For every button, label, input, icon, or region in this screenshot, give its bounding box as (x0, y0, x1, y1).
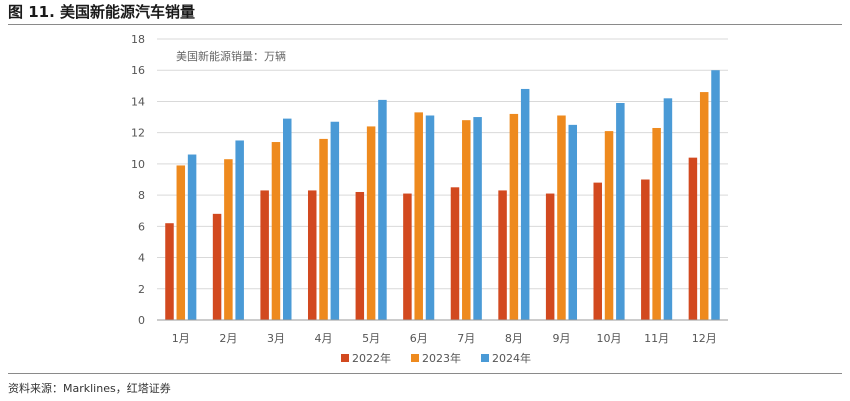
bar-2024年-10月 (616, 103, 625, 320)
bar-2023年-4月 (319, 138, 328, 320)
y-tick-label: 8 (138, 189, 145, 202)
title-divider (8, 24, 842, 25)
source-note: 资料来源：Marklines，红塔证券 (8, 382, 171, 395)
bar-2024年-4月 (330, 121, 340, 320)
bar-2022年-5月 (355, 191, 365, 320)
x-tick-label: 4月 (315, 332, 333, 345)
footer-divider (8, 373, 842, 374)
x-tick-label: 7月 (457, 332, 475, 345)
bar-2022年-8月 (498, 190, 507, 320)
figure-title: 图 11. 美国新能源汽车销量 (8, 3, 196, 21)
bar-2022年-2月 (212, 213, 222, 320)
x-tick-label: 8月 (505, 332, 523, 345)
y-tick-label: 10 (131, 158, 145, 171)
bar-2022年-9月 (545, 193, 555, 320)
x-axis-ticks: 1月 2月 3月 4月 5月 6月 7月 8月 9月 10月 11月 12月 (172, 332, 717, 345)
bar-2023年-10月 (604, 131, 614, 320)
bar-2022年-11月 (641, 179, 650, 320)
y-tick-label: 6 (138, 220, 145, 233)
bar-2024年-7月 (473, 117, 482, 320)
bar-2024年-5月 (378, 99, 387, 320)
y-tick-label: 16 (131, 64, 145, 77)
bar-2022年-1月 (165, 223, 174, 320)
x-tick-label: 1月 (172, 332, 190, 345)
bar-2024年-8月 (520, 88, 530, 320)
y-axis-ticks: 0 2 4 6 8 10 12 14 16 18 (131, 33, 145, 327)
legend-label: 2023年 (422, 351, 461, 365)
bar-2024年-6月 (425, 115, 435, 320)
x-tick-label: 2月 (219, 332, 237, 345)
x-tick-label: 12月 (692, 332, 717, 345)
bar-2023年-1月 (176, 165, 186, 320)
bar-2024年-2月 (235, 140, 244, 320)
y-tick-label: 18 (131, 33, 145, 46)
y-tick-label: 4 (138, 252, 145, 265)
x-tick-label: 3月 (267, 332, 285, 345)
bar-2023年-3月 (271, 142, 281, 320)
x-tick-label: 11月 (644, 332, 669, 345)
legend-swatch-2024年 (481, 354, 489, 362)
bar-2023年-5月 (366, 126, 376, 320)
bar-2024年-12月 (711, 70, 720, 320)
bar-2022年-12月 (688, 157, 698, 320)
x-tick-label: 9月 (552, 332, 570, 345)
bar-2023年-2月 (224, 159, 233, 320)
bar-2023年-8月 (509, 113, 519, 320)
legend-label: 2022年 (352, 351, 391, 365)
x-tick-label: 6月 (410, 332, 428, 345)
bar-2023年-6月 (414, 112, 423, 320)
bar-2023年-11月 (652, 127, 661, 320)
x-tick-label: 10月 (597, 332, 622, 345)
bar-2023年-7月 (462, 120, 471, 320)
bar-2024年-1月 (187, 154, 197, 320)
y-tick-label: 2 (138, 283, 145, 296)
bar-2023年-9月 (557, 115, 566, 320)
bar-2024年-11月 (663, 98, 673, 320)
y-tick-label: 14 (131, 95, 145, 108)
bar-2024年-9月 (568, 124, 578, 320)
x-tick-label: 5月 (362, 332, 380, 345)
bar-2022年-3月 (260, 190, 269, 320)
bar-2023年-12月 (699, 92, 709, 320)
legend-swatch-2023年 (411, 354, 419, 362)
y-tick-label: 12 (131, 127, 145, 140)
bar-2022年-10月 (593, 182, 602, 320)
gridlines (157, 38, 728, 290)
bar-series (165, 70, 720, 320)
legend-swatch-2022年 (341, 354, 349, 362)
unit-label: 美国新能源销量：万辆 (176, 49, 286, 63)
bar-2022年-4月 (307, 190, 317, 320)
legend-label: 2024年 (492, 351, 531, 365)
bar-2022年-7月 (450, 187, 460, 320)
legend: 2022年 2023年 2024年 (341, 351, 531, 365)
bar-2024年-3月 (283, 118, 292, 320)
bar-2022年-6月 (403, 193, 412, 320)
y-tick-label: 0 (138, 314, 145, 327)
